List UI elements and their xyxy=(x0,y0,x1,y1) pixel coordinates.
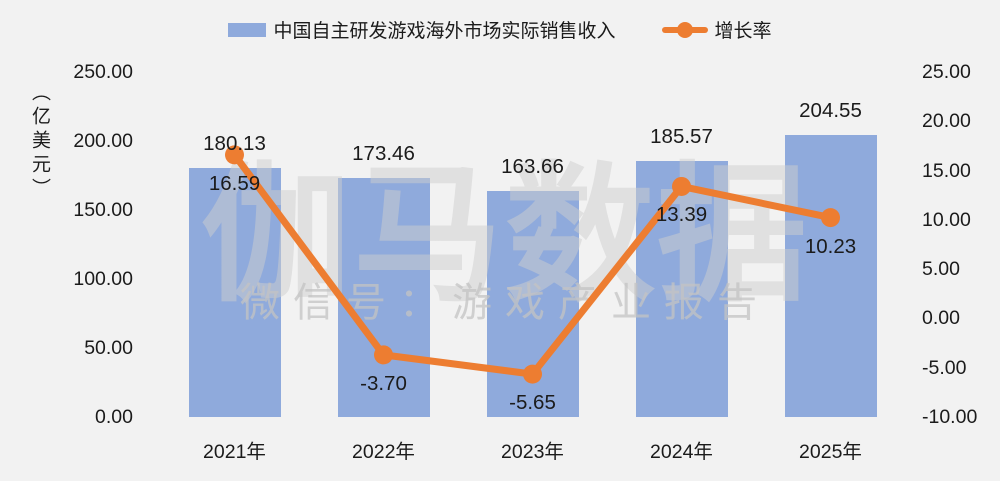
left-axis-tick: 250.00 xyxy=(73,61,133,83)
legend-label-revenue: 中国自主研发游戏海外市场实际销售收入 xyxy=(273,21,616,42)
left-axis-tick: 200.00 xyxy=(73,130,133,152)
right-axis-tick: -5.00 xyxy=(922,356,967,379)
line-series-marker-icon xyxy=(661,21,708,38)
left-axis-tick: 50.00 xyxy=(84,337,133,359)
left-axis-ticks: 250.00 200.00 150.00 100.00 50.00 0.00 xyxy=(0,0,133,481)
left-axis-unit-label: （亿美元） xyxy=(29,82,50,202)
bar-series-swatch-icon xyxy=(228,22,267,37)
right-axis-tick: 10.00 xyxy=(922,208,971,231)
bar-2025年[interactable] xyxy=(784,134,877,417)
right-axis-tick: 25.00 xyxy=(922,61,971,83)
bar-2023年[interactable] xyxy=(486,191,579,417)
right-axis-tick: 0.00 xyxy=(922,307,960,330)
legend-item-revenue[interactable]: 中国自主研发游戏海外市场实际销售收入 xyxy=(228,16,616,43)
right-axis-ticks: 25.00 20.00 15.00 10.00 5.00 0.00 -5.00 -10.00 xyxy=(922,0,1000,481)
right-axis-tick: -10.00 xyxy=(922,406,978,428)
left-axis-tick: 0.00 xyxy=(95,406,133,428)
legend-label-growth-rate: 增长率 xyxy=(714,21,772,42)
legend-item-growth-rate[interactable]: 增长率 xyxy=(661,16,772,43)
left-axis-tick: 150.00 xyxy=(73,199,133,221)
right-axis-tick: 5.00 xyxy=(922,258,960,281)
right-axis-tick: 20.00 xyxy=(922,110,971,133)
bar-2024年[interactable] xyxy=(635,160,728,417)
bar-2022年[interactable] xyxy=(337,177,430,417)
legend: 中国自主研发游戏海外市场实际销售收入 增长率 xyxy=(0,16,1000,43)
left-axis-tick: 100.00 xyxy=(73,268,133,290)
right-axis-tick: 15.00 xyxy=(922,159,971,182)
bar-2021年[interactable] xyxy=(188,168,281,417)
